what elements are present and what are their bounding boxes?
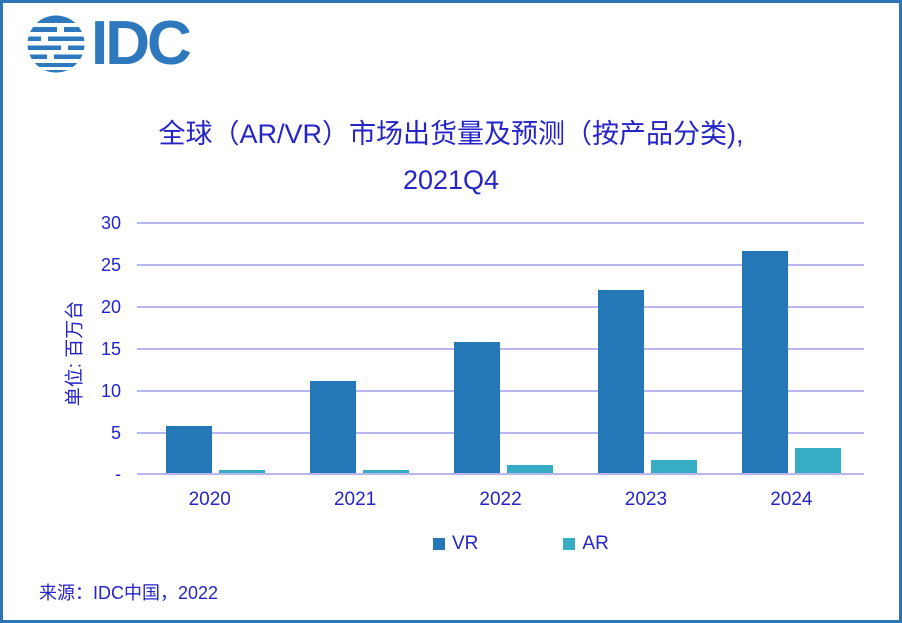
x-tick-label: 2020: [188, 489, 231, 510]
bar-vr-2023: [598, 290, 644, 473]
bar-ar-2021: [363, 470, 409, 473]
gridline: [137, 222, 864, 224]
bar-ar-2024: [795, 448, 841, 473]
x-tick-label: 2021: [333, 489, 377, 510]
x-tick-label: 2022: [479, 489, 522, 510]
bar-vr-2021: [310, 381, 356, 473]
bar-ar-2023: [651, 460, 697, 473]
chart-title: 全球（AR/VR）市场出货量及预测（按产品分类), 2021Q4: [3, 111, 899, 203]
bar-vr-2022: [454, 342, 500, 473]
x-tick-label: 2024: [770, 489, 813, 510]
y-tick-label: 25: [100, 255, 121, 275]
idc-globe-icon: [27, 15, 85, 73]
y-tick-label: 15: [100, 339, 121, 359]
idc-logo-text: IDC: [91, 9, 192, 78]
source-note: 来源：IDC中国，2022: [39, 583, 219, 603]
bar-vr-2024: [742, 251, 788, 473]
plot-area: [137, 222, 864, 475]
x-tick-label: 2023: [624, 489, 668, 510]
legend: VR AR: [433, 533, 609, 555]
legend-item-ar: AR: [563, 533, 609, 555]
legend-label-vr: VR: [452, 533, 479, 554]
gridline: [137, 306, 864, 308]
legend-item-vr: VR: [433, 533, 478, 555]
legend-label-ar: AR: [582, 533, 609, 554]
legend-swatch-ar: [563, 538, 576, 550]
y-axis-ticks: - 5 10 15 20 25 30: [3, 213, 121, 484]
y-tick-label: 5: [110, 423, 121, 443]
y-tick-label: 30: [100, 213, 121, 233]
gridline: [137, 348, 864, 350]
y-tick-label: 20: [100, 297, 121, 317]
bar-ar-2022: [507, 465, 553, 473]
bar-ar-2020: [219, 470, 265, 473]
gridline: [137, 432, 864, 434]
gridline: [137, 390, 864, 392]
chart-title-line2: 2021Q4: [402, 165, 500, 195]
bar-vr-2020: [166, 426, 212, 473]
y-tick-label: 10: [100, 381, 121, 401]
y-tick-label: -: [115, 464, 121, 484]
idc-logo: IDC: [27, 9, 192, 78]
x-axis-labels: 2020 2021 2022 2023 2024: [137, 489, 864, 511]
legend-swatch-vr: [433, 538, 445, 550]
x-axis-line: [137, 473, 864, 475]
chart-title-line1: 全球（AR/VR）市场出货量及预测（按产品分类),: [158, 119, 744, 149]
gridline: [137, 264, 864, 266]
